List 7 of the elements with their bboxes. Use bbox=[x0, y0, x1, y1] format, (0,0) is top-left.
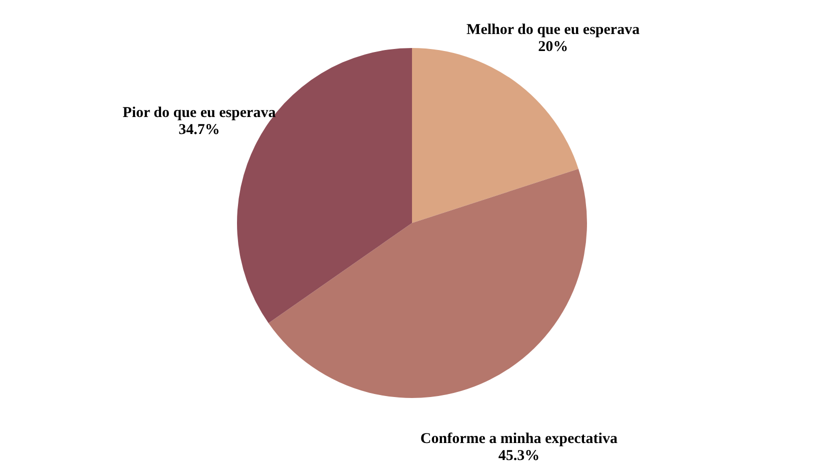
pie-slice bbox=[268, 168, 587, 398]
slice-label: Conforme a minha expectativa bbox=[420, 430, 618, 447]
data-label: 20% bbox=[538, 38, 568, 55]
slice-label: Pior do que eu esperava bbox=[122, 105, 276, 122]
data-label: 45.3% bbox=[498, 448, 540, 464]
data-label: 34.7% bbox=[178, 122, 220, 138]
slice-label: Melhor do que eu esperava bbox=[466, 22, 640, 38]
